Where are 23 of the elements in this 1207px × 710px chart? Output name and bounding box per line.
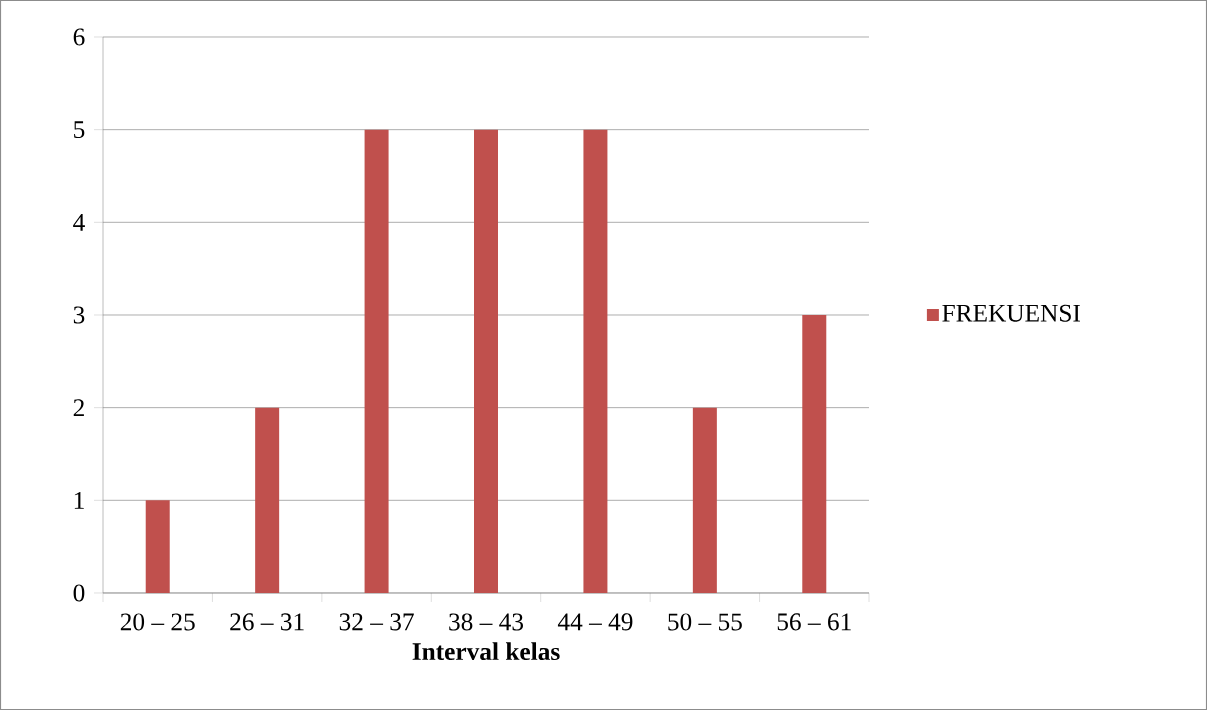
y-tick-label: 2 (73, 399, 84, 417)
bar (255, 407, 280, 593)
x-tick-label: 44 – 49 (557, 613, 633, 631)
bar (802, 314, 827, 593)
x-tick-label: 32 – 37 (339, 613, 414, 631)
x-tick-label: 20 – 25 (120, 613, 195, 631)
x-tick-label: 50 – 55 (668, 613, 742, 631)
bar (364, 129, 389, 593)
y-tick-label: 4 (73, 214, 85, 231)
y-tick-label: 6 (73, 28, 85, 46)
y-tick-label: 5 (74, 121, 85, 139)
x-tick-label: 56 – 61 (777, 613, 851, 631)
legend-label: FREKUENSI (942, 304, 1080, 322)
bar (692, 407, 717, 593)
bar (474, 129, 498, 593)
y-tick-label: 1 (74, 491, 84, 509)
bar (145, 500, 170, 593)
x-tick-label: 38 – 43 (449, 613, 524, 631)
bar (583, 129, 608, 593)
x-tick-label: 26 – 31 (230, 613, 304, 631)
y-tick-label: 0 (73, 584, 85, 602)
y-tick-label: 3 (73, 306, 85, 324)
x-axis-title: Interval kelas (412, 642, 560, 661)
